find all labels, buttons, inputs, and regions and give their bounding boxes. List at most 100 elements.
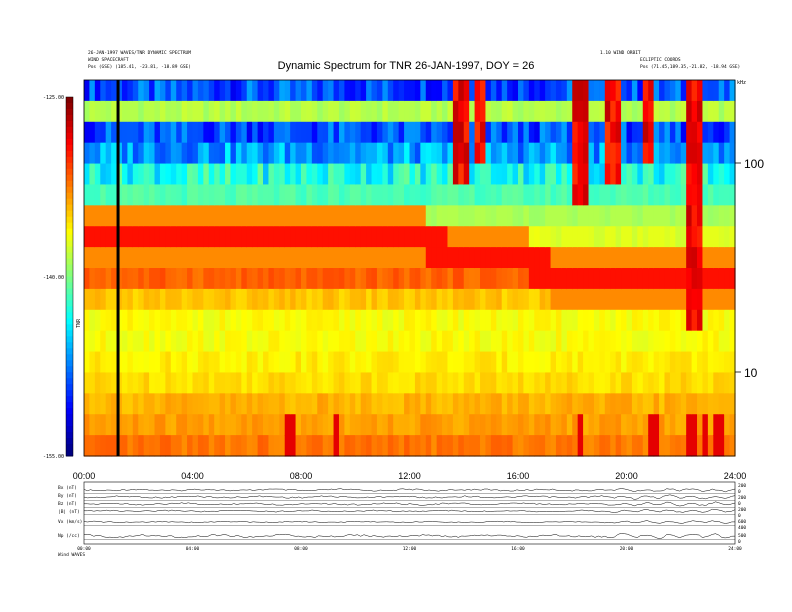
spectrogram-cell [225,351,232,374]
spectrogram-cell [507,435,514,457]
spectrogram-cell [333,205,340,227]
spectrogram-cell [669,184,676,206]
colorbar-step [66,306,73,313]
spectrogram-cell [583,226,590,248]
spectrogram-cell [507,80,514,102]
spectrogram-cell [230,184,237,206]
spectrogram-cell [561,205,568,227]
spectrogram-cell [328,372,335,394]
spectrogram-cell [642,121,649,144]
spectrogram-cell [485,163,492,186]
spectrogram-cell [208,80,215,102]
spectrogram-cell [512,372,519,394]
spectrogram-cell [593,163,600,186]
spectrogram-cell [718,330,725,353]
spectrogram-cell [474,309,481,332]
spectrogram-cell [604,351,611,374]
spectrogram-cell [669,100,676,123]
spectrogram-cell [626,330,633,353]
spectrogram-cell [273,142,280,165]
spectrogram-cell [566,330,573,353]
spectrogram-cell [187,330,194,353]
spectrogram-cell [176,121,183,144]
spectrogram-cell [436,205,443,227]
spectrogram-cell [680,288,687,311]
spectrogram-cell [659,80,666,102]
spectrogram-cell [686,309,693,332]
spectrogram-cell [599,351,606,374]
spectrogram-cell [311,330,318,353]
spectrogram-cell [322,163,329,186]
spectrogram-cell [355,121,362,144]
spectrogram-cell [414,414,421,436]
spectrogram-cell [474,288,481,311]
spectrogram-cell [648,393,655,415]
spectrogram-cell [366,288,373,311]
spectrogram-cell [664,121,671,144]
spectrogram-cell [599,309,606,332]
spectrogram-cell [593,330,600,353]
spectrogram-cell [534,288,541,311]
spectrogram-cell [713,309,720,332]
spectrogram-cell [149,247,156,269]
spectrogram-cell [528,80,535,102]
spectrogram-cell [528,435,535,457]
spectrogram-cell [496,309,503,332]
spectrogram-cell [252,80,259,102]
spectrogram-cell [463,268,470,290]
spectrogram-cell [268,226,275,248]
spectrogram-cell [593,226,600,248]
spectrogram-cell [653,226,660,248]
spectrogram-cell [469,330,476,353]
spectrogram-cell [702,121,709,144]
spectrogram-cell [219,100,226,123]
spectrogram-cell [599,435,606,457]
spectrogram-cell [572,414,579,436]
spectrogram-cell [311,309,318,332]
spectrogram-cell [376,121,383,144]
spectrogram-cell [143,226,150,248]
spectrogram-cell [235,226,242,248]
spectrogram-cell [718,205,725,227]
spectrogram-cell [333,163,340,186]
spectrogram-cell [534,414,541,436]
spectrogram-cell [225,163,232,186]
spectrogram-cell [490,393,497,415]
spectrogram-cell [518,142,525,165]
spectrogram-cell [599,121,606,144]
spectrogram-cell [583,330,590,353]
spectrogram-cell [154,121,161,144]
spectrogram-cell [311,142,318,165]
spectrogram-cell [615,163,622,186]
x-tick-04: 04:00 [181,471,204,481]
spectrogram-cell [697,288,704,311]
colorbar-step [66,204,73,212]
spectrogram-cell [447,330,454,353]
spectrogram-cell [523,268,530,290]
spectrogram-cell [284,351,291,374]
lower-x-tick-00: 00:00 [77,546,91,552]
spectrogram-cell [181,372,188,394]
spectrogram-cell [143,288,150,311]
spectrogram-cell [132,435,139,457]
spectrogram-cell [713,205,720,227]
spectrogram-cell [84,184,91,206]
spectrogram-cell [675,372,682,394]
spectrogram-cell [631,288,638,311]
spectrogram-cell [653,351,660,374]
spectrogram-cell [149,414,156,436]
spectrogram-cell [89,351,96,374]
spectrogram-cell [642,288,649,311]
spectrogram-cell [225,142,232,165]
spectrogram-cell [138,393,145,415]
spectrogram-cell [105,121,112,144]
spectrogram-cell [387,288,394,311]
spectrogram-cell [480,184,487,206]
spectrogram-cell [713,268,720,290]
colorbar-step [66,318,73,325]
spectrogram-cell [561,309,568,332]
spectrogram-cell [442,393,449,415]
spectrogram-cell [480,309,487,332]
spectrogram-cell [480,435,487,457]
